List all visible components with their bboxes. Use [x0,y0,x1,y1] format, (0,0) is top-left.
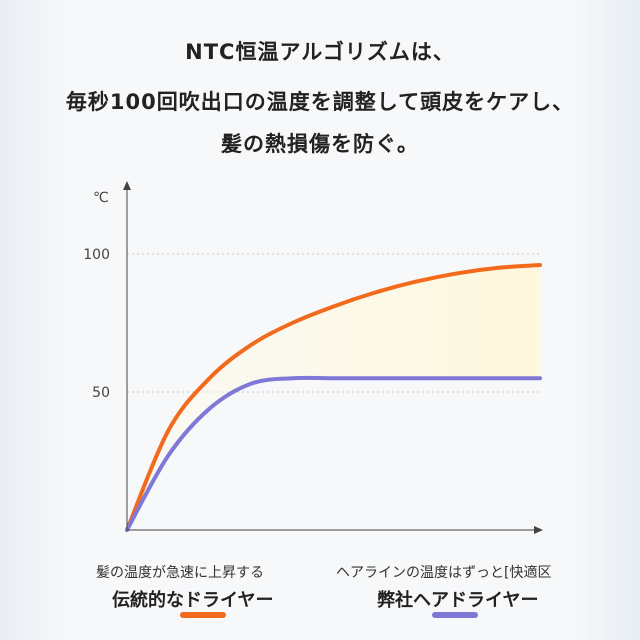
comfort-gap-fill [127,265,540,530]
y-axis-unit-label: ℃ [93,190,109,206]
y-tick-label-50: 50 [92,385,110,401]
background-right [570,0,640,640]
series-line-ours [125,375,542,532]
y-axis-arrow-icon [123,181,131,190]
headline-line-1: NTC恒温アルゴリズムは、 [185,40,455,64]
x-axis-arrow-icon [534,526,543,534]
headline-line-2: 毎秒100回吹出口の温度を調整して頭皮をケアし、 [65,90,575,114]
legend-swatch-ours [432,612,478,618]
y-tick-label-100: 100 [83,247,110,263]
legend-label-traditional: 伝統的なドライヤー [112,590,274,611]
legend-caption-traditional: 髪の温度が急速に上昇する [96,565,264,581]
series-line-traditional [125,263,542,532]
background-left [0,0,70,640]
legend-label-ours: 弊社ヘアドライヤー [377,590,539,611]
legend-swatch-traditional [180,612,226,618]
legend-caption-ours: ヘアラインの温度はずっと[快適区 [336,565,552,581]
headline-line-3: 髪の熱損傷を防ぐ。 [221,132,419,156]
